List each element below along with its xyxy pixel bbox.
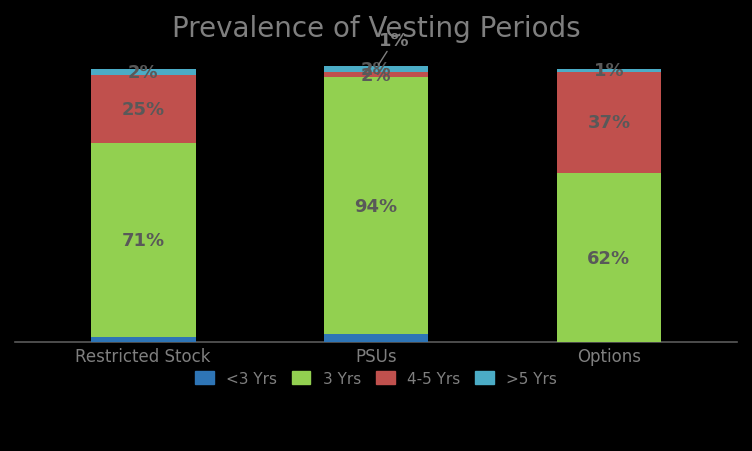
Bar [556,73,661,174]
Text: 37%: 37% [587,114,630,132]
Text: 25%: 25% [122,101,165,119]
Text: 71%: 71% [122,231,165,249]
Bar [91,70,196,75]
Bar [323,73,429,78]
Bar [91,337,196,343]
Text: 2%: 2% [361,61,391,79]
Title: Prevalence of Vesting Periods: Prevalence of Vesting Periods [171,15,581,43]
Text: 2%: 2% [361,66,391,84]
Text: 1%: 1% [378,32,410,66]
Text: 2%: 2% [128,64,159,82]
Legend: <3 Yrs, 3 Yrs, 4-5 Yrs, >5 Yrs: <3 Yrs, 3 Yrs, 4-5 Yrs, >5 Yrs [190,365,562,392]
Bar [91,143,196,337]
Bar [323,335,429,343]
Bar [323,67,429,73]
Bar [556,174,661,343]
Text: 94%: 94% [354,197,398,215]
Bar [556,70,661,73]
Bar [91,75,196,143]
Text: 62%: 62% [587,249,630,267]
Text: 1%: 1% [593,62,624,80]
Bar [323,78,429,335]
